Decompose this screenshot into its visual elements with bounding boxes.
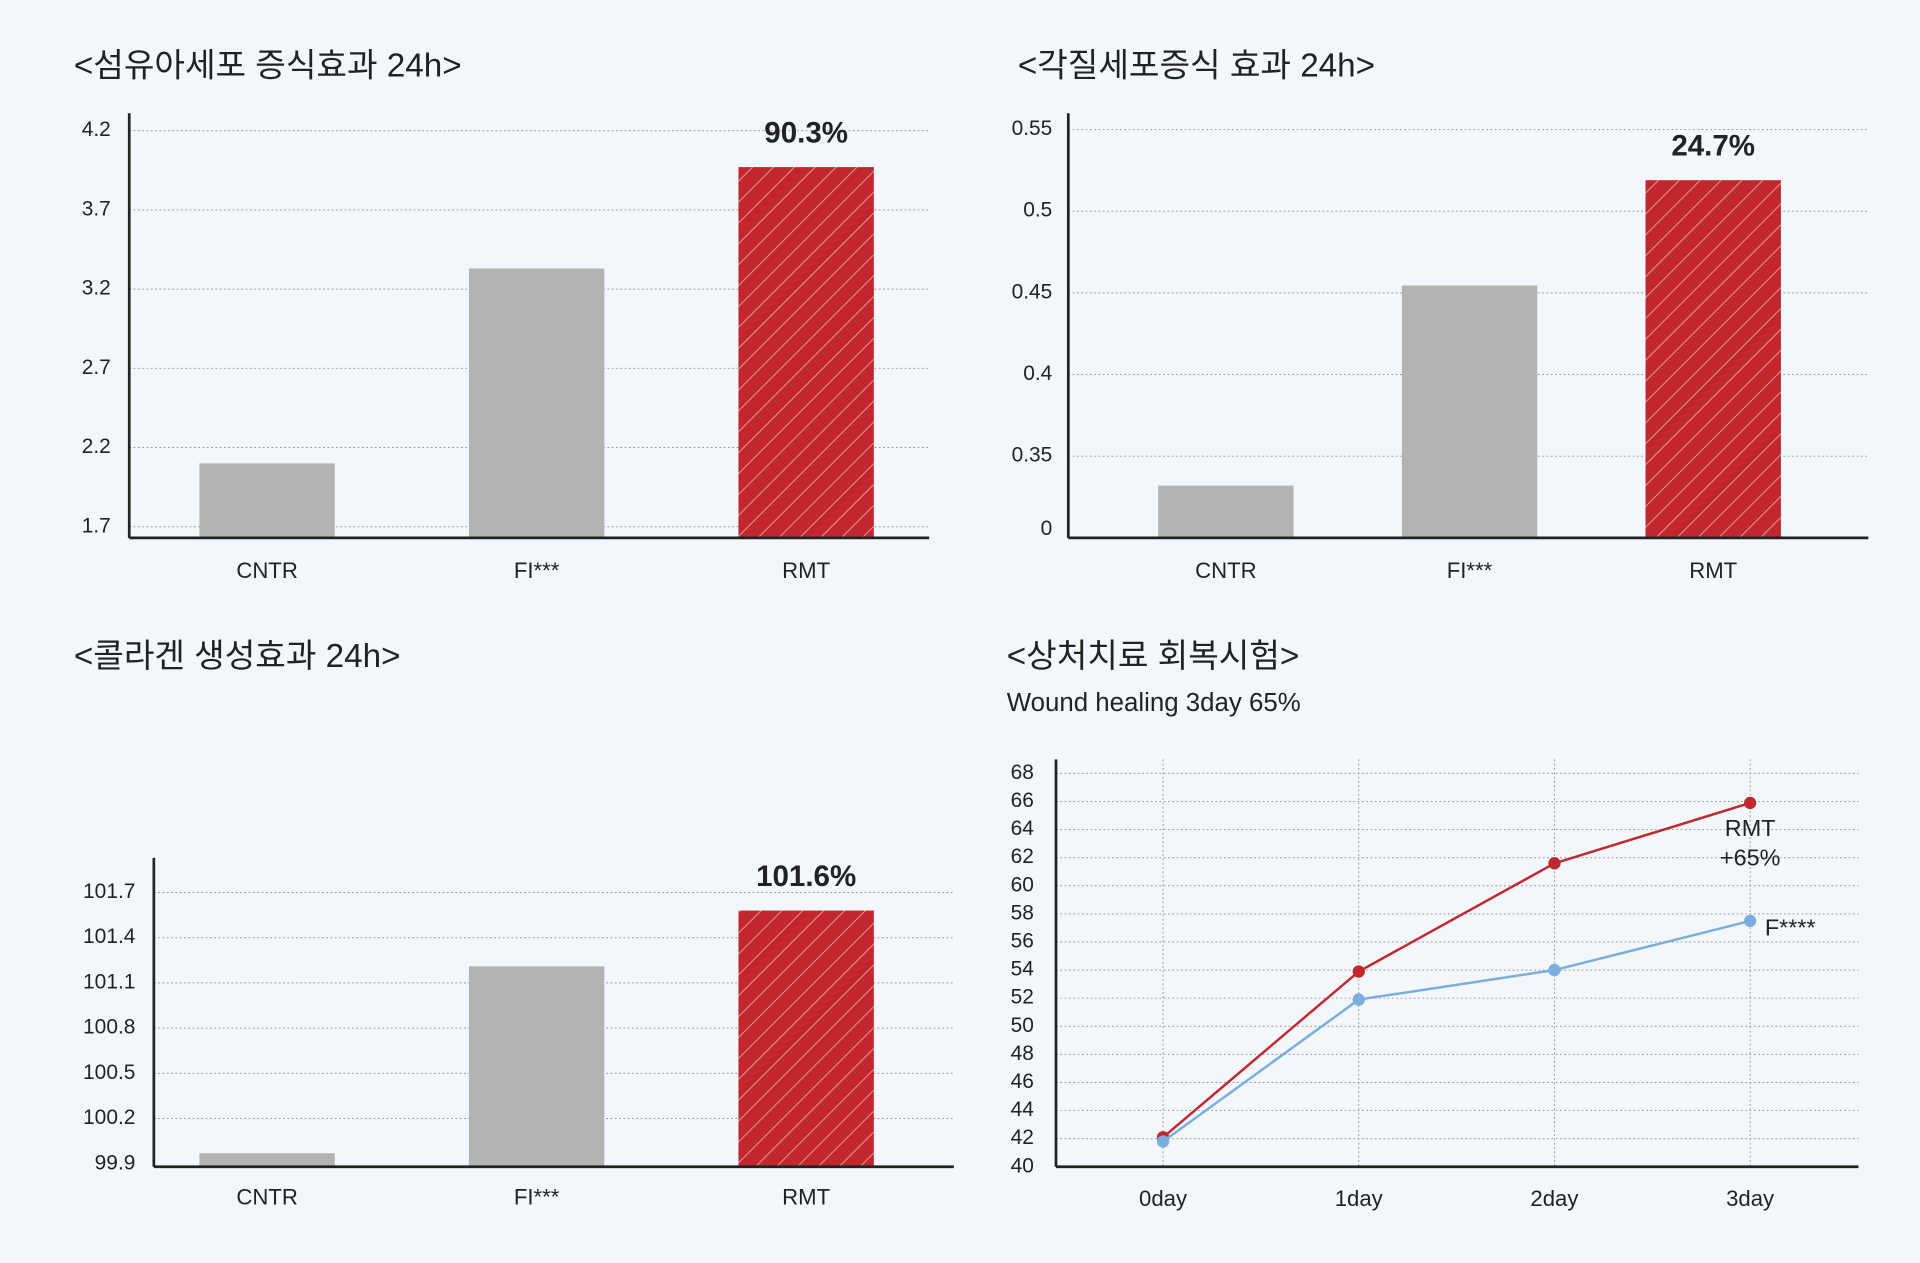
- x-tick-label: FI***: [514, 1185, 560, 1210]
- y-tick-label: 0.55: [1012, 117, 1053, 140]
- y-tick-label: 0: [1041, 517, 1053, 540]
- series-annotation: +65%: [1720, 845, 1780, 871]
- y-tick-label: 101.1: [83, 970, 135, 993]
- bar-annotation: 90.3%: [764, 116, 848, 149]
- bar: [199, 1153, 335, 1167]
- x-tick-label: RMT: [782, 1185, 830, 1210]
- y-tick-label: 56: [1011, 930, 1034, 953]
- y-tick-label: 64: [1011, 817, 1035, 840]
- point: [1352, 993, 1365, 1006]
- y-tick-label: 4.2: [82, 118, 111, 141]
- chart-title: <콜라겐 생성효과 24h>: [74, 638, 401, 675]
- y-tick-label: 40: [1011, 1154, 1034, 1177]
- y-tick-label: 44: [1011, 1098, 1035, 1121]
- bar: [468, 268, 605, 538]
- y-tick-label: 68: [1011, 761, 1034, 784]
- y-tick-label: 101.4: [83, 925, 136, 948]
- y-tick-label: 2.7: [82, 356, 111, 379]
- y-tick-label: 46: [1011, 1070, 1034, 1093]
- y-tick-label: 0.45: [1012, 280, 1053, 303]
- line: [1162, 801, 1751, 1139]
- y-tick-label: 100.2: [83, 1106, 135, 1129]
- y-tick-label: 99.9: [95, 1151, 136, 1174]
- bar: [199, 463, 335, 538]
- y-tick-label: 62: [1011, 845, 1034, 868]
- bar: [1401, 285, 1538, 538]
- chart-title: <각질세포증식 효과 24h>: [1018, 47, 1375, 84]
- series-label: F****: [1765, 915, 1816, 941]
- point: [1743, 796, 1757, 810]
- x-tick-label: FI***: [514, 558, 560, 583]
- y-tick-label: 54: [1011, 958, 1035, 981]
- bar-hatch: [738, 167, 874, 538]
- x-tick-label: 1day: [1335, 1186, 1384, 1211]
- y-tick-label: 52: [1011, 986, 1034, 1009]
- x-tick-label: 2day: [1530, 1186, 1579, 1211]
- y-tick-label: 58: [1011, 901, 1034, 924]
- y-tick-label: 101.7: [83, 880, 135, 903]
- point: [1548, 857, 1561, 870]
- y-tick-label: 0.4: [1023, 362, 1052, 385]
- x-tick-label: CNTR: [236, 1185, 298, 1210]
- x-tick-label: RMT: [782, 558, 830, 583]
- x-tick-label: 3day: [1726, 1186, 1775, 1211]
- y-tick-label: 100.5: [83, 1061, 135, 1084]
- bar-annotation: 101.6%: [756, 860, 856, 893]
- y-tick-label: 2.2: [82, 435, 111, 458]
- point: [1548, 963, 1561, 977]
- series-label: RMT: [1725, 815, 1776, 841]
- y-tick-label: 0.35: [1012, 444, 1053, 467]
- bar: [1158, 485, 1294, 538]
- x-tick-label: CNTR: [236, 558, 298, 583]
- point: [1352, 965, 1365, 978]
- point: [1743, 914, 1757, 928]
- chart-subtitle: Wound healing 3day 65%: [1007, 689, 1301, 717]
- y-tick-label: 48: [1011, 1042, 1034, 1065]
- y-tick-label: 66: [1011, 789, 1034, 812]
- y-tick-label: 3.2: [82, 277, 111, 300]
- point: [1156, 1135, 1170, 1148]
- y-tick-label: 0.5: [1023, 199, 1052, 222]
- y-tick-label: 100.8: [83, 1016, 135, 1039]
- chart-title: <상처치료 회복시험>: [1007, 638, 1300, 675]
- y-tick-label: 3.7: [82, 197, 111, 220]
- x-tick-label: 0day: [1139, 1186, 1188, 1211]
- y-tick-label: 42: [1011, 1126, 1034, 1149]
- line: [1162, 919, 1751, 1143]
- y-tick-label: 60: [1011, 873, 1034, 896]
- y-tick-label: 1.7: [82, 514, 111, 537]
- bar: [468, 966, 605, 1167]
- x-tick-label: RMT: [1689, 558, 1737, 583]
- bar-annotation: 24.7%: [1671, 130, 1755, 163]
- bar-hatch: [1645, 180, 1781, 538]
- y-tick-label: 50: [1011, 1014, 1034, 1037]
- chart-title: <섬유아세포 증식효과 24h>: [74, 47, 462, 84]
- bar-hatch: [738, 910, 874, 1167]
- x-tick-label: FI***: [1447, 558, 1493, 583]
- x-tick-label: CNTR: [1195, 558, 1257, 583]
